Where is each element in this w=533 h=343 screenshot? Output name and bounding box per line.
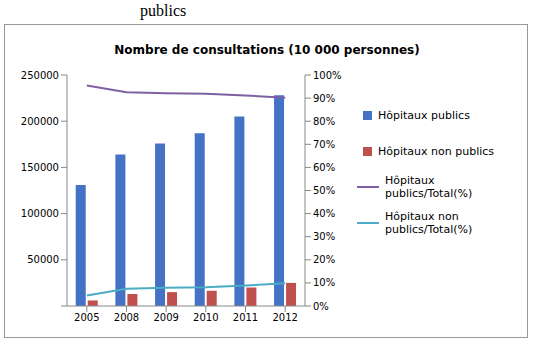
svg-text:0%: 0% <box>313 301 329 312</box>
html-text:Hôpitaux non publics: Hôpitaux non publics <box>378 144 495 158</box>
html-text:Hôpitaux publics: Hôpitaux publics <box>378 108 470 122</box>
html-text:Hôpitaux non publics/Total(%): Hôpitaux non publics/Total(%) <box>385 210 473 236</box>
svg-text:2008: 2008 <box>114 312 139 323</box>
svg-text:250000: 250000 <box>21 70 59 81</box>
svg-text:2009: 2009 <box>153 312 178 323</box>
svg-text:10%: 10% <box>313 277 335 288</box>
svg-text:100%: 100% <box>313 70 342 81</box>
svg-text:100000: 100000 <box>21 208 59 219</box>
svg-text:50000: 50000 <box>27 254 59 265</box>
svg-text:70%: 70% <box>313 139 335 150</box>
svg-text:90%: 90% <box>313 93 335 104</box>
svg-text:2012: 2012 <box>272 312 297 323</box>
html-text:Hôpitaux publics/Total(%): Hôpitaux publics/Total(%) <box>385 174 473 200</box>
svg-text:2005: 2005 <box>74 312 99 323</box>
html-text:publics: publics <box>140 2 187 19</box>
svg-text:150000: 150000 <box>21 162 59 173</box>
svg-text:60%: 60% <box>313 162 335 173</box>
html-text:Nombre de consultations (10 00: Nombre de consultations (10 000 personne… <box>114 43 420 57</box>
svg-text:40%: 40% <box>313 208 335 219</box>
svg-text:200000: 200000 <box>21 116 59 127</box>
svg-text:2011: 2011 <box>233 312 258 323</box>
svg-text:2010: 2010 <box>193 312 218 323</box>
svg-text:80%: 80% <box>313 116 335 127</box>
svg-text:50%: 50% <box>313 185 335 196</box>
svg-text:30%: 30% <box>313 231 335 242</box>
svg-text:20%: 20% <box>313 254 335 265</box>
